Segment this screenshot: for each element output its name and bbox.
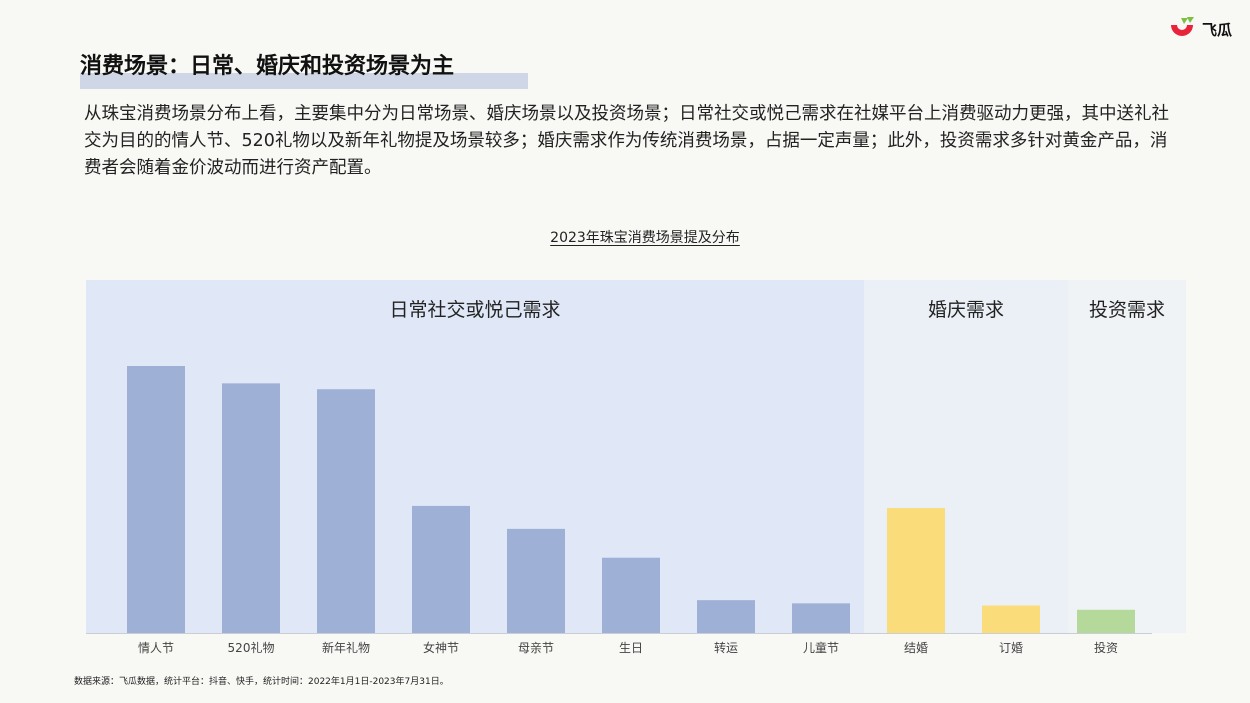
bar bbox=[602, 557, 660, 633]
x-tick-label: 订婚 bbox=[999, 641, 1023, 655]
page-title: 消费场景：日常、婚庆和投资场景为主 bbox=[80, 54, 455, 79]
x-tick-label: 母亲节 bbox=[518, 641, 554, 655]
bar bbox=[222, 383, 280, 633]
page-title-wrap: 消费场景：日常、婚庆和投资场景为主 bbox=[80, 48, 528, 89]
x-tick-label: 情人节 bbox=[138, 641, 174, 655]
group-label: 投资需求 bbox=[1089, 299, 1165, 321]
group-background bbox=[1068, 280, 1186, 633]
title-highlight-bar bbox=[80, 73, 528, 89]
bar bbox=[317, 389, 375, 633]
bar bbox=[412, 505, 470, 633]
bar bbox=[127, 366, 185, 633]
x-tick-label: 转运 bbox=[714, 640, 738, 655]
bar bbox=[507, 528, 565, 633]
brand-logo: 飞瓜 bbox=[1168, 16, 1232, 42]
x-tick-label: 结婚 bbox=[904, 641, 928, 655]
brand-logo-icon bbox=[1170, 17, 1194, 36]
bar bbox=[792, 603, 850, 633]
x-tick-label: 儿童节 bbox=[803, 640, 839, 655]
x-tick-label: 新年礼物 bbox=[322, 640, 370, 655]
x-tick-label: 投资 bbox=[1094, 640, 1118, 655]
x-tick-label: 520礼物 bbox=[228, 640, 275, 655]
brand-name: 飞瓜 bbox=[1201, 20, 1232, 39]
chart-title-wrap: 2023年珠宝消费场景提及分布 bbox=[0, 227, 1250, 247]
x-tick-label: 女神节 bbox=[423, 640, 459, 655]
data-source-note: 数据来源：飞瓜数据，统计平台：抖音、快手，统计时间：2022年1月1日-2023… bbox=[74, 677, 449, 687]
bar bbox=[887, 508, 945, 633]
bar bbox=[697, 600, 755, 633]
chart-title: 2023年珠宝消费场景提及分布 bbox=[550, 230, 740, 246]
group-label: 日常社交或悦己需求 bbox=[389, 299, 560, 321]
group-background bbox=[86, 280, 864, 633]
group-label: 婚庆需求 bbox=[928, 299, 1004, 321]
page-description: 从珠宝消费场景分布上看，主要集中分为日常场景、婚庆场景以及投资场景；日常社交或悦… bbox=[84, 104, 1169, 178]
bar bbox=[1077, 609, 1135, 633]
bar bbox=[982, 605, 1040, 633]
x-tick-label: 生日 bbox=[619, 641, 643, 655]
